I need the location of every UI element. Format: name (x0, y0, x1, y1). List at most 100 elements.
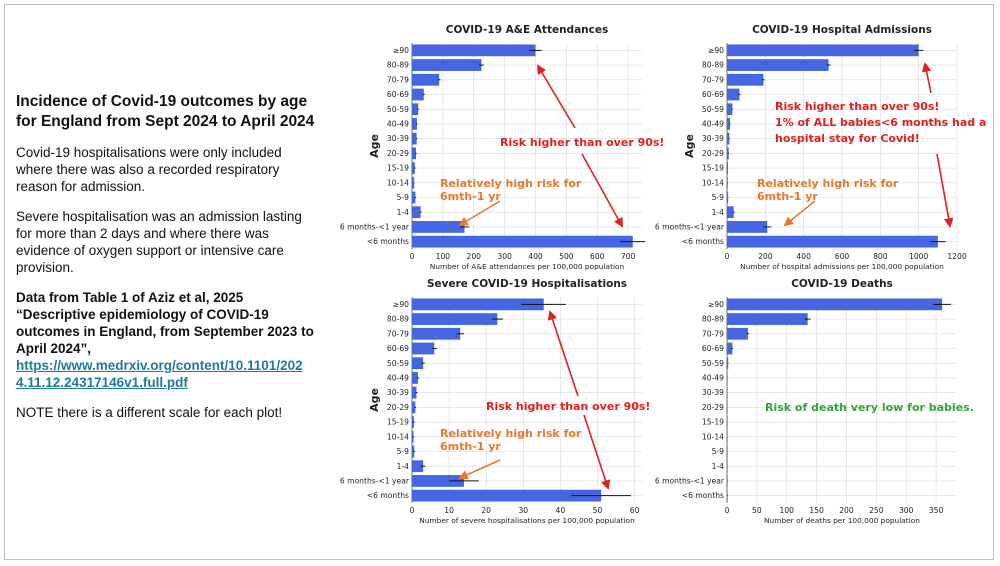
bar (412, 103, 419, 116)
chart-title: COVID-19 A&E Attendances (446, 24, 608, 36)
deaths-chart: COVID-19 Deaths 0 50 100 150 200 250 300 350 ≥90 8… (655, 278, 974, 525)
x-tick-label: 0 (725, 252, 730, 261)
x-tick-label: 500 (559, 252, 574, 261)
bar (727, 327, 748, 340)
annotation-line: 6mth-1 yr (440, 190, 501, 203)
annotation-line: Relatively high risk for (757, 177, 899, 190)
category-label: 1-4 (397, 462, 410, 471)
category-label: 80-89 (387, 61, 409, 70)
bar (412, 475, 464, 487)
bar (727, 313, 808, 325)
bar (412, 342, 435, 355)
x-tick-label: 400 (796, 252, 811, 261)
annotation-arrow (458, 459, 501, 480)
bar (412, 416, 414, 428)
bar (727, 357, 729, 370)
text-line: evidence of oxygen support or intensive … (16, 243, 284, 258)
bar (727, 59, 829, 71)
x-tick-label: 350 (929, 506, 944, 515)
data-source: Data from Table 1 of Aziz et al, 2025 “D… (16, 289, 328, 391)
annotation-arrow (783, 200, 816, 227)
bar (412, 489, 602, 502)
x-tick-label: 20 (481, 506, 491, 515)
annotation-arrow (537, 64, 576, 129)
x-tick-label: 60 (630, 506, 640, 515)
bar (727, 88, 740, 101)
text-line: where there was also a recorded respirat… (16, 162, 280, 177)
bar (727, 162, 728, 174)
x-tick-label: 1000 (909, 252, 928, 261)
annotation-arrow (921, 62, 932, 94)
y-axis-label: Age (368, 388, 381, 412)
x-tick-label: 250 (869, 506, 884, 515)
annotation-line: 1% of ALL babies<6 months had a (775, 116, 986, 129)
slide-frame (4, 4, 994, 560)
category-label: 80-89 (387, 315, 409, 324)
bar (727, 132, 730, 145)
category-label: ≥90 (393, 46, 409, 55)
bar (412, 386, 417, 399)
category-label: 5-9 (397, 447, 410, 456)
link-line[interactable]: https://www.medrxiv.org/content/10.1101/… (16, 358, 303, 373)
category-label: 60-69 (387, 344, 409, 353)
category-label: <6 months (367, 491, 409, 500)
text-line: reason for admission. (16, 179, 146, 194)
category-label: 50-59 (387, 359, 409, 368)
category-label: 6 months-<1 year (655, 477, 725, 486)
category-label: ≥90 (393, 300, 409, 309)
bar (412, 298, 544, 311)
severe-definition: Severe hospitalisation was an admission … (16, 208, 328, 276)
annotation-line: Risk higher than over 90s! (486, 400, 650, 413)
category-label: 80-89 (702, 61, 724, 70)
bar (412, 357, 424, 370)
bar (727, 206, 734, 219)
bar (727, 191, 729, 204)
category-label: 50-59 (387, 105, 409, 114)
source-link[interactable]: https://www.medrxiv.org/content/10.1101/… (16, 358, 303, 390)
category-label: ≥90 (708, 300, 724, 309)
category-label: 60-69 (387, 90, 409, 99)
bar (412, 235, 633, 248)
annotation-arrow (581, 153, 623, 228)
category-label: <6 months (682, 491, 724, 500)
bar (727, 430, 728, 443)
bar (727, 44, 919, 57)
bar (412, 132, 417, 145)
bar (412, 88, 424, 101)
link-line[interactable]: 4.11.12.24317146v1.full.pdf (16, 375, 188, 390)
bar (412, 118, 417, 130)
category-label: ≥90 (708, 46, 724, 55)
x-axis-label: Number of A&E attendances per 100,000 po… (430, 262, 625, 271)
category-label: 40-49 (387, 120, 409, 129)
category-label: 30-39 (387, 388, 409, 397)
category-label: 1-4 (397, 208, 410, 217)
category-label: 1-4 (712, 208, 725, 217)
bar (412, 147, 417, 160)
category-label: 5-9 (397, 193, 410, 202)
x-tick-label: 700 (621, 252, 636, 261)
bar (727, 103, 733, 116)
x-tick-label: 300 (899, 506, 914, 515)
annotation-text: Relatively high risk for 6mth-1 yr (757, 177, 899, 203)
annotation-line: Relatively high risk for (440, 427, 582, 440)
annotation-line: Risk higher than over 90s! (500, 136, 664, 149)
category-label: <6 months (367, 237, 409, 246)
bar (412, 44, 536, 57)
text-line: outcomes in England, from September 2023… (16, 324, 314, 339)
scale-note: NOTE there is a different scale for each… (16, 405, 283, 420)
category-label: 10-14 (387, 178, 409, 187)
category-label: 15-19 (387, 418, 409, 427)
bar (727, 176, 728, 189)
x-tick-label: 0 (410, 252, 415, 261)
category-label: 5-9 (712, 193, 725, 202)
text-line: April 2024”, (16, 341, 92, 356)
chart-title: COVID-19 Hospital Admissions (752, 24, 932, 36)
category-label: 70-79 (702, 75, 724, 84)
x-tick-label: 200 (839, 506, 854, 515)
bar (412, 59, 482, 71)
x-tick-label: 100 (436, 252, 451, 261)
annotation-arrow (458, 200, 501, 226)
bar (727, 221, 768, 233)
category-label: 30-39 (702, 388, 724, 397)
x-tick-label: 200 (466, 252, 481, 261)
